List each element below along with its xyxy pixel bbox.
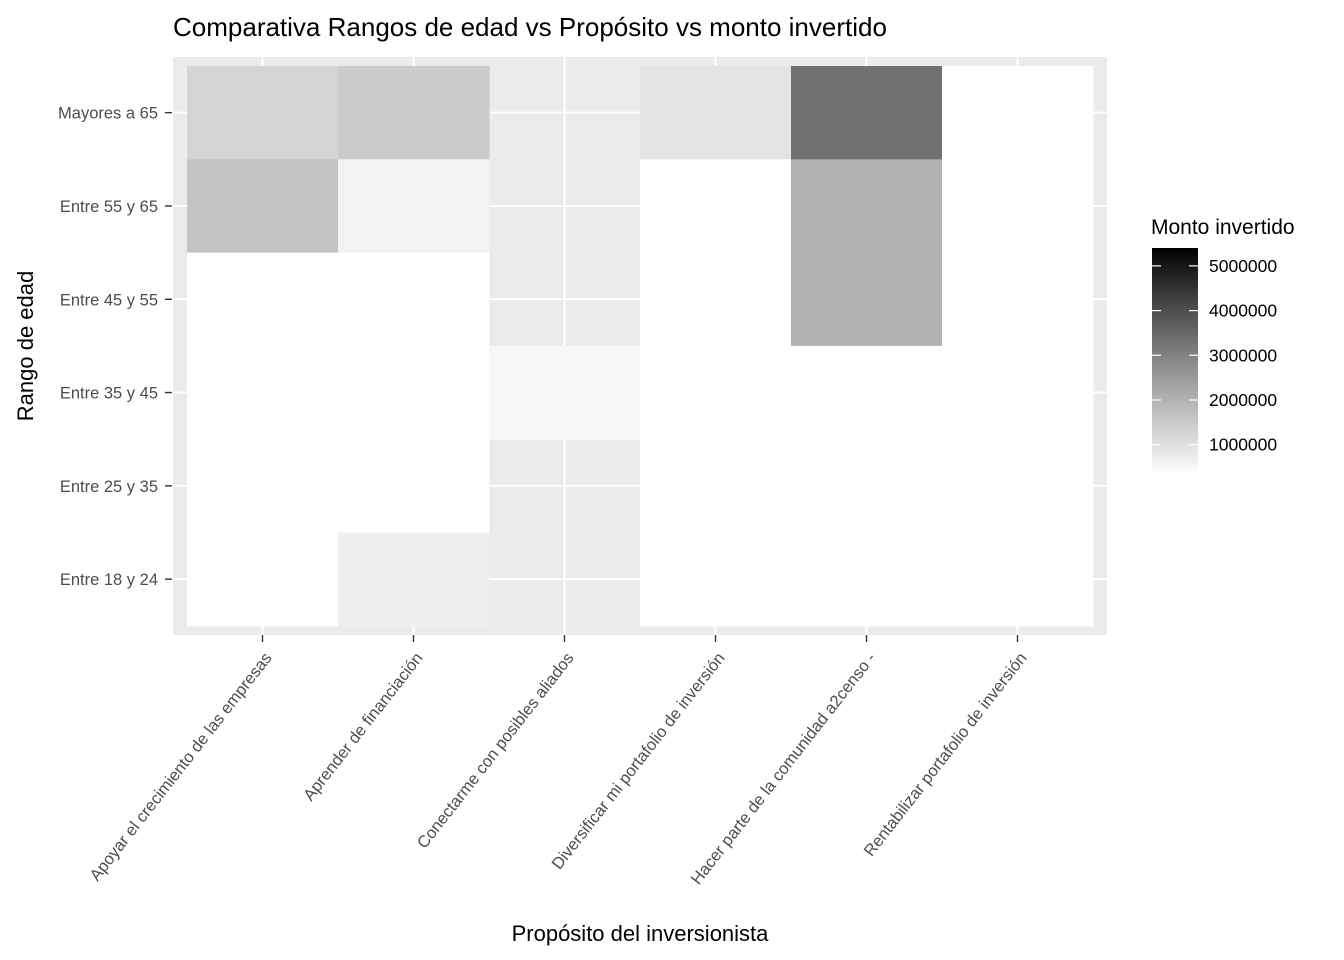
x-tick-label-hacer-parte-de-la-comunidad-a2censo: Hacer parte de la comunidad a2censo - bbox=[688, 649, 880, 888]
heatmap-cell bbox=[187, 532, 339, 627]
x-axis: Apoyar el crecimiento de las empresas Apr… bbox=[86, 635, 1031, 888]
legend-colorbar bbox=[1152, 248, 1198, 476]
y-tick-label-mayores-a-65: Mayores a 65 bbox=[58, 105, 158, 123]
chart-title: Comparativa Rangos de edad vs Propósito … bbox=[173, 12, 887, 42]
x-axis-title: Propósito del inversionista bbox=[512, 921, 770, 946]
heatmap-cell bbox=[640, 66, 792, 160]
heatmap-cell bbox=[791, 532, 943, 627]
heatmap-cell bbox=[489, 345, 641, 440]
x-tick-label-conectarme-con-posibles-aliados: Conectarme con posibles aliados bbox=[414, 649, 578, 852]
heatmap-cell bbox=[942, 532, 1094, 627]
legend-label: 4000000 bbox=[1209, 301, 1277, 321]
heatmap-cell bbox=[942, 252, 1094, 347]
heatmap-cell bbox=[640, 159, 792, 254]
y-axis: Entre 18 y 24 Entre 25 y 35 Entre 35 y 45 E… bbox=[58, 105, 172, 589]
y-tick-label-entre-45-y-55: Entre 45 y 55 bbox=[60, 291, 158, 309]
heatmap-cell bbox=[640, 532, 792, 627]
heatmap-cell bbox=[187, 345, 339, 440]
x-tick-label-diversificar-mi-portafolio-de-inversion: Diversificar mi portafolio de inversión bbox=[548, 649, 728, 873]
legend-label: 1000000 bbox=[1209, 435, 1277, 455]
heatmap-cell bbox=[942, 345, 1094, 440]
legend-label: 5000000 bbox=[1209, 256, 1277, 276]
x-tick-label-rentabilizar-portafolio-de-inversion: Rentabilizar portafolio de inversión bbox=[861, 649, 1031, 860]
heatmap-cell bbox=[942, 439, 1094, 534]
heatmap-cell bbox=[640, 252, 792, 347]
heatmap-cell bbox=[942, 66, 1094, 160]
legend-label: 2000000 bbox=[1209, 390, 1277, 410]
y-tick-label-entre-18-y-24: Entre 18 y 24 bbox=[60, 571, 158, 589]
heatmap-cell bbox=[640, 345, 792, 440]
heatmap-cell bbox=[187, 66, 339, 160]
heatmap-cell bbox=[942, 159, 1094, 254]
heatmap-cell bbox=[791, 345, 943, 440]
heatmap-cell bbox=[791, 439, 943, 534]
heatmap-cell bbox=[791, 252, 943, 347]
heatmap-cell bbox=[338, 159, 490, 254]
legend-label: 3000000 bbox=[1209, 345, 1277, 365]
heatmap-cell bbox=[338, 66, 490, 160]
heatmap-cell bbox=[338, 532, 490, 627]
heatmap-cell bbox=[187, 252, 339, 347]
heatmap-cell bbox=[338, 439, 490, 534]
y-tick-label-entre-35-y-45: Entre 35 y 45 bbox=[60, 385, 158, 403]
heatmap-cell bbox=[187, 159, 339, 254]
heatmap-cell bbox=[338, 345, 490, 440]
y-tick-label-entre-55-y-65: Entre 55 y 65 bbox=[60, 198, 158, 216]
heatmap-cell bbox=[791, 159, 943, 254]
legend-ticks: 1000000 2000000 3000000 4000000 5000000 bbox=[1152, 256, 1277, 455]
y-tick-label-entre-25-y-35: Entre 25 y 35 bbox=[60, 478, 158, 496]
heatmap-cell bbox=[640, 439, 792, 534]
heatmap-cell bbox=[187, 439, 339, 534]
heatmap-cells bbox=[187, 66, 1094, 627]
y-axis-title: Rango de edad bbox=[13, 271, 38, 421]
legend-title: Monto invertido bbox=[1151, 216, 1295, 239]
x-tick-label-apoyar-el-crecimiento-de-las-empresas: Apoyar el crecimiento de las empresas bbox=[86, 649, 275, 884]
x-tick-label-aprender-de-financiacion: Aprender de financiación bbox=[300, 649, 427, 804]
heatmap-cell bbox=[338, 252, 490, 347]
legend: Monto invertido 1000000 2000000 3000000 400… bbox=[1151, 216, 1295, 476]
heatmap-cell bbox=[791, 66, 943, 160]
